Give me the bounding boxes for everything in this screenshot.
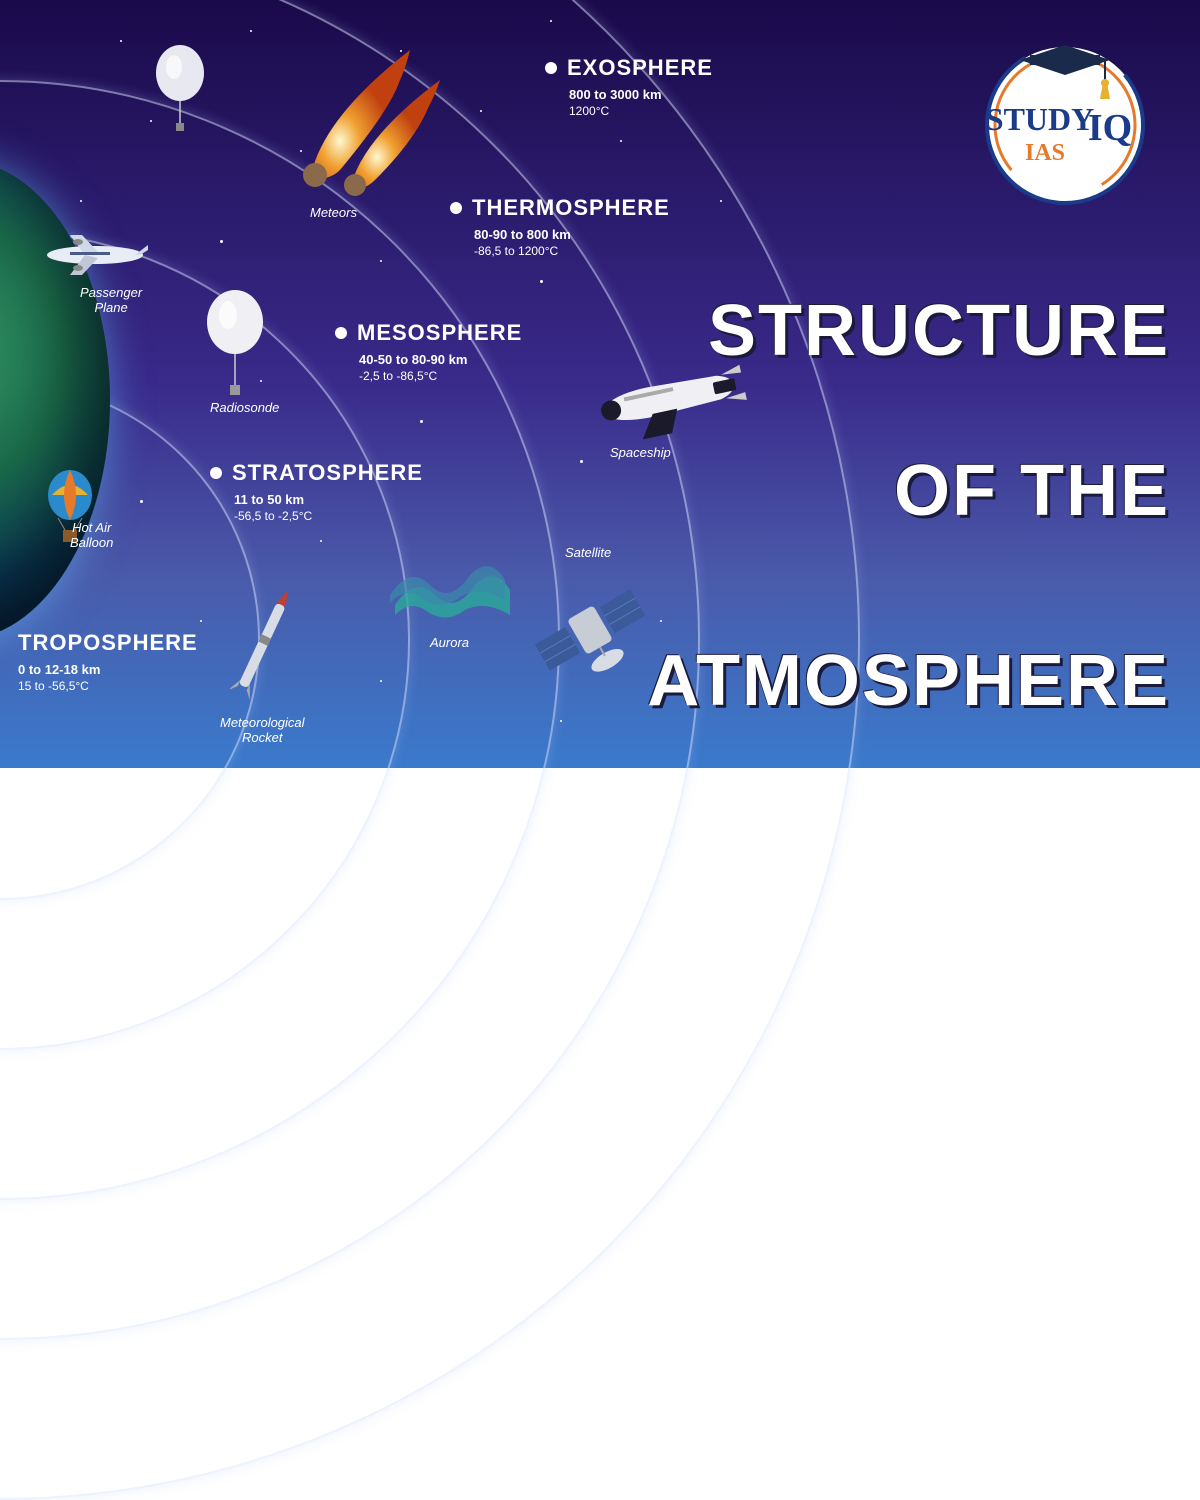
layer-name-text: MESOSPHERE bbox=[357, 320, 522, 346]
bullet-icon bbox=[545, 62, 557, 74]
layer-label-mesosphere: MESOSPHERE 40-50 to 80-90 km -2,5 to -86,5… bbox=[335, 320, 522, 383]
object-label: PassengerPlane bbox=[80, 285, 142, 315]
layer-label-troposphere: TROPOSPHERE 0 to 12-18 km 15 to -56,5°C bbox=[18, 630, 198, 693]
object-label: Aurora bbox=[430, 635, 469, 650]
bullet-icon bbox=[210, 467, 222, 479]
atmosphere-infographic: TROPOSPHERE 0 to 12-18 km 15 to -56,5°C STR… bbox=[0, 0, 1200, 768]
object-label: Satellite bbox=[565, 545, 611, 560]
satellite-icon bbox=[520, 560, 660, 700]
bullet-icon bbox=[450, 202, 462, 214]
layer-temperature: -2,5 to -86,5°C bbox=[359, 369, 522, 383]
layer-label-stratosphere: STRATOSPHERE 11 to 50 km -56,5 to -2,5°C bbox=[210, 460, 423, 523]
layer-label-exosphere: EXOSPHERE 800 to 3000 km 1200°C bbox=[545, 55, 713, 118]
weather-balloon-icon bbox=[150, 45, 210, 135]
bullet-icon bbox=[335, 327, 347, 339]
layer-label-thermosphere: THERMOSPHERE 80-90 to 800 km -86,5 to 1200… bbox=[450, 195, 670, 258]
layer-temperature: -56,5 to -2,5°C bbox=[234, 509, 423, 523]
layer-name-text: THERMOSPHERE bbox=[472, 195, 670, 221]
object-label: Radiosonde bbox=[210, 400, 279, 415]
layer-name: EXOSPHERE bbox=[545, 55, 713, 81]
layer-temperature: -86,5 to 1200°C bbox=[474, 244, 670, 258]
object-label: Meteors bbox=[310, 205, 357, 220]
svg-text:STUDY: STUDY bbox=[986, 101, 1094, 137]
title-line-1: STRUCTURE bbox=[708, 290, 1170, 372]
meteors-icon bbox=[260, 40, 460, 210]
layer-name: MESOSPHERE bbox=[335, 320, 522, 346]
layer-name-text: TROPOSPHERE bbox=[18, 630, 198, 656]
layer-altitude: 80-90 to 800 km bbox=[474, 227, 670, 242]
layer-altitude: 0 to 12-18 km bbox=[18, 662, 198, 677]
radiosonde-icon bbox=[200, 290, 270, 400]
layer-altitude: 40-50 to 80-90 km bbox=[359, 352, 522, 367]
title-line-3: ATMOSPHERE bbox=[647, 640, 1170, 722]
studyiq-logo: STUDY IAS IQ bbox=[970, 25, 1160, 215]
layer-name: STRATOSPHERE bbox=[210, 460, 423, 486]
svg-text:IQ: IQ bbox=[1088, 107, 1132, 149]
layer-temperature: 15 to -56,5°C bbox=[18, 679, 198, 693]
layer-temperature: 1200°C bbox=[569, 104, 713, 118]
aurora-icon bbox=[385, 555, 515, 635]
layer-altitude: 11 to 50 km bbox=[234, 492, 423, 507]
layer-name: TROPOSPHERE bbox=[18, 630, 198, 656]
rocket-icon bbox=[230, 580, 290, 720]
airplane-icon bbox=[40, 230, 150, 280]
layer-arc bbox=[0, 0, 860, 1500]
title-line-2: OF THE bbox=[894, 450, 1170, 532]
layer-altitude: 800 to 3000 km bbox=[569, 87, 713, 102]
object-label: MeteorologicalRocket bbox=[220, 715, 305, 745]
layer-name-text: EXOSPHERE bbox=[567, 55, 713, 81]
layer-name: THERMOSPHERE bbox=[450, 195, 670, 221]
svg-text:IAS: IAS bbox=[1025, 140, 1065, 166]
object-label: Hot AirBalloon bbox=[70, 520, 113, 550]
object-label: Spaceship bbox=[610, 445, 671, 460]
layer-name-text: STRATOSPHERE bbox=[232, 460, 423, 486]
